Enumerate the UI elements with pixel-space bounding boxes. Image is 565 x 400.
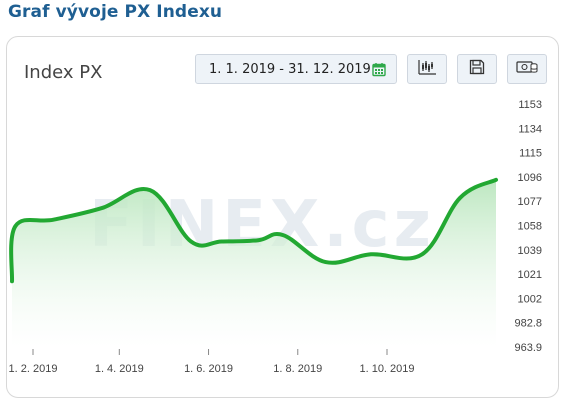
y-tick-label: 1039 [518, 245, 542, 257]
chart-type-button[interactable] [407, 54, 447, 84]
y-tick-label: 1058 [518, 221, 542, 233]
y-tick-label: 1153 [518, 99, 542, 111]
series-line [9, 177, 498, 284]
calendar-icon[interactable] [372, 62, 386, 82]
candlestick-chart-icon [417, 59, 437, 80]
y-tick-label: 1134 [518, 123, 542, 135]
x-tick-label: 1. 8. 2019 [273, 363, 322, 375]
y-tick-label: 963.9 [514, 342, 542, 354]
date-range-text: 1. 1. 2019 - 31. 12. 2019 [209, 62, 371, 77]
y-tick-label: 1002 [518, 293, 542, 305]
export-icon [516, 59, 538, 80]
save-button[interactable] [457, 54, 497, 84]
y-tick-label: 982.8 [514, 318, 542, 330]
y-tick-label: 1077 [518, 196, 542, 208]
x-tick-label: 1. 6. 2019 [184, 363, 233, 375]
chart-title: Index PX [24, 62, 103, 83]
x-tick-label: 1. 4. 2019 [95, 363, 144, 375]
y-tick-label: 1021 [518, 269, 542, 281]
x-tick-label: 1. 10. 2019 [359, 363, 414, 375]
export-button[interactable] [507, 54, 547, 84]
y-tick-label: 1096 [518, 172, 542, 184]
y-tick-label: 1115 [519, 148, 542, 160]
date-range-picker[interactable]: 1. 1. 2019 - 31. 12. 2019 [195, 54, 397, 84]
x-tick-label: 1. 2. 2019 [9, 363, 58, 375]
save-icon [469, 59, 485, 80]
series-area [11, 179, 497, 347]
page-title: Graf vývoje PX Indexu [8, 2, 223, 22]
